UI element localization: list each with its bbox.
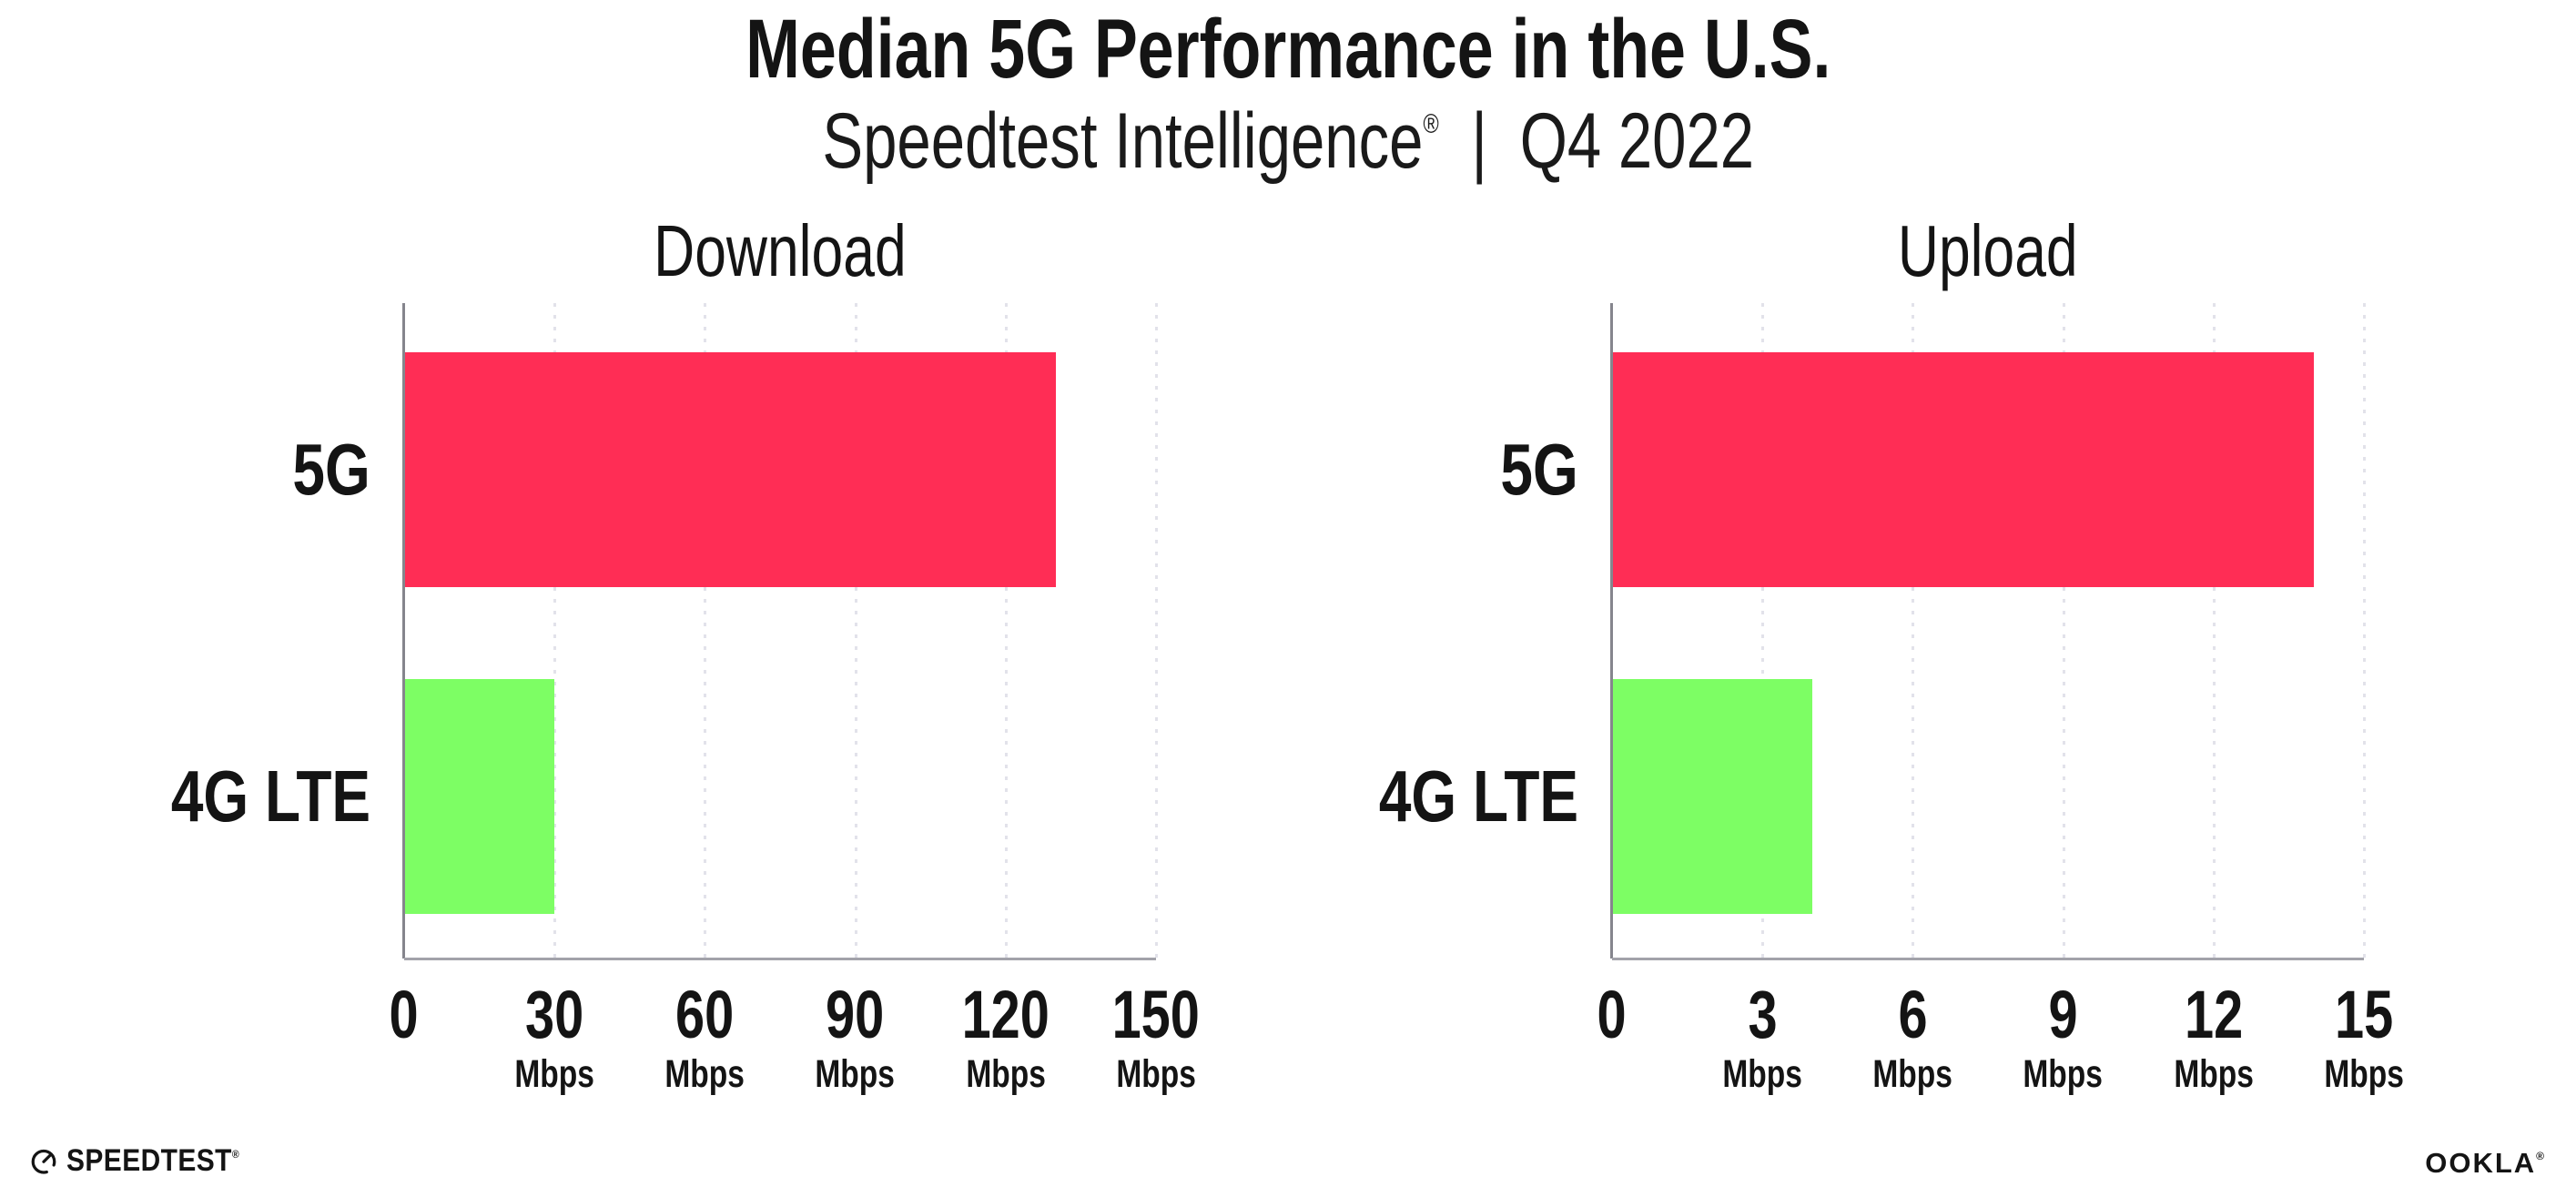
x-tick-60-download: 60 Mbps <box>623 979 786 1096</box>
x-tick-unit-label: Mbps <box>815 1051 896 1096</box>
gridline-150-mbps <box>1155 303 1158 959</box>
x-tick-0-upload: 0 <box>1597 977 1628 1052</box>
x-tick-0-download: 0 <box>389 977 420 1052</box>
x-tick-15-upload: 15 Mbps <box>2282 979 2446 1096</box>
x-tick-150-download: 150 Mbps <box>1074 979 1238 1096</box>
x-axis-line-upload <box>1612 958 2364 960</box>
plot-area-upload <box>1610 303 2366 960</box>
ookla-logo: OOKLA® <box>2425 1147 2546 1180</box>
category-label-5g-upload: 5G <box>1500 429 1578 510</box>
category-label-4g-lte-download: 4G LTE <box>170 756 370 837</box>
y-axis-line-upload <box>1610 303 1613 959</box>
subtitle-period: Q4 2022 <box>1519 97 1754 185</box>
gridline-6-mbps <box>1912 303 1915 959</box>
speedtest-reg-mark: ® <box>231 1147 240 1161</box>
x-tick-unit-label: Mbps <box>1116 1051 1196 1096</box>
speedtest-wordmark: SPEEDTEST® <box>66 1142 240 1178</box>
x-tick-unit-label: Mbps <box>2174 1051 2254 1096</box>
x-tick-12-upload: 12 Mbps <box>2132 979 2296 1096</box>
x-tick-6-upload: 6 Mbps <box>1831 979 1994 1096</box>
x-tick-unit-label: Mbps <box>664 1051 745 1096</box>
gridline-12-mbps <box>2212 303 2216 959</box>
bar-4g-lte-upload <box>1612 679 1813 914</box>
ookla-reg-mark: ® <box>2536 1150 2546 1162</box>
gridline-3-mbps <box>1761 303 1765 959</box>
x-tick-unit-label: Mbps <box>1872 1051 1953 1096</box>
gridline-120-mbps <box>1004 303 1008 959</box>
panel-title-upload: Upload <box>1898 210 2078 291</box>
bar-5g-upload <box>1612 352 2314 587</box>
gridline-15-mbps <box>2363 303 2366 959</box>
gridline-30-mbps <box>553 303 557 959</box>
y-axis-line-download <box>402 303 405 959</box>
bar-4g-lte-download <box>404 679 555 914</box>
subtitle-separator: | <box>1471 97 1487 185</box>
speedtest-logo: SPEEDTEST® <box>30 1142 263 1178</box>
category-label-4g-lte-upload: 4G LTE <box>1378 756 1578 837</box>
gridline-60-mbps <box>704 303 707 959</box>
x-tick-unit-label: Mbps <box>2324 1051 2404 1096</box>
panel-title-download: Download <box>654 210 907 291</box>
x-tick-9-upload: 9 Mbps <box>1982 979 2145 1096</box>
x-tick-30-download: 30 Mbps <box>472 979 636 1096</box>
x-tick-unit-label: Mbps <box>2023 1051 2104 1096</box>
plot-area-download <box>402 303 1158 960</box>
registered-trademark-mark: ® <box>1423 109 1439 139</box>
x-tick-3-upload: 3 Mbps <box>1680 979 1844 1096</box>
page-subtitle: Speedtest Intelligence® | Q4 2022 <box>0 100 2576 182</box>
category-label-5g-download: 5G <box>292 429 370 510</box>
x-tick-unit-label: Mbps <box>966 1051 1046 1096</box>
x-tick-120-download: 120 Mbps <box>924 979 1088 1096</box>
speedtest-gauge-icon <box>31 1149 56 1174</box>
page-title-text: Median 5G Performance in the U.S. <box>745 3 1831 96</box>
x-tick-unit-label: Mbps <box>514 1051 594 1096</box>
subtitle-brand: Speedtest Intelligence <box>822 97 1424 185</box>
page-title: Median 5G Performance in the U.S. <box>0 5 2576 94</box>
gridline-90-mbps <box>854 303 857 959</box>
gridline-9-mbps <box>2062 303 2065 959</box>
x-axis-line-download <box>404 958 1156 960</box>
bar-5g-download <box>404 352 1056 587</box>
x-tick-unit-label: Mbps <box>1722 1051 1802 1096</box>
x-tick-90-download: 90 Mbps <box>774 979 938 1096</box>
ookla-wordmark: OOKLA® <box>2425 1147 2546 1179</box>
